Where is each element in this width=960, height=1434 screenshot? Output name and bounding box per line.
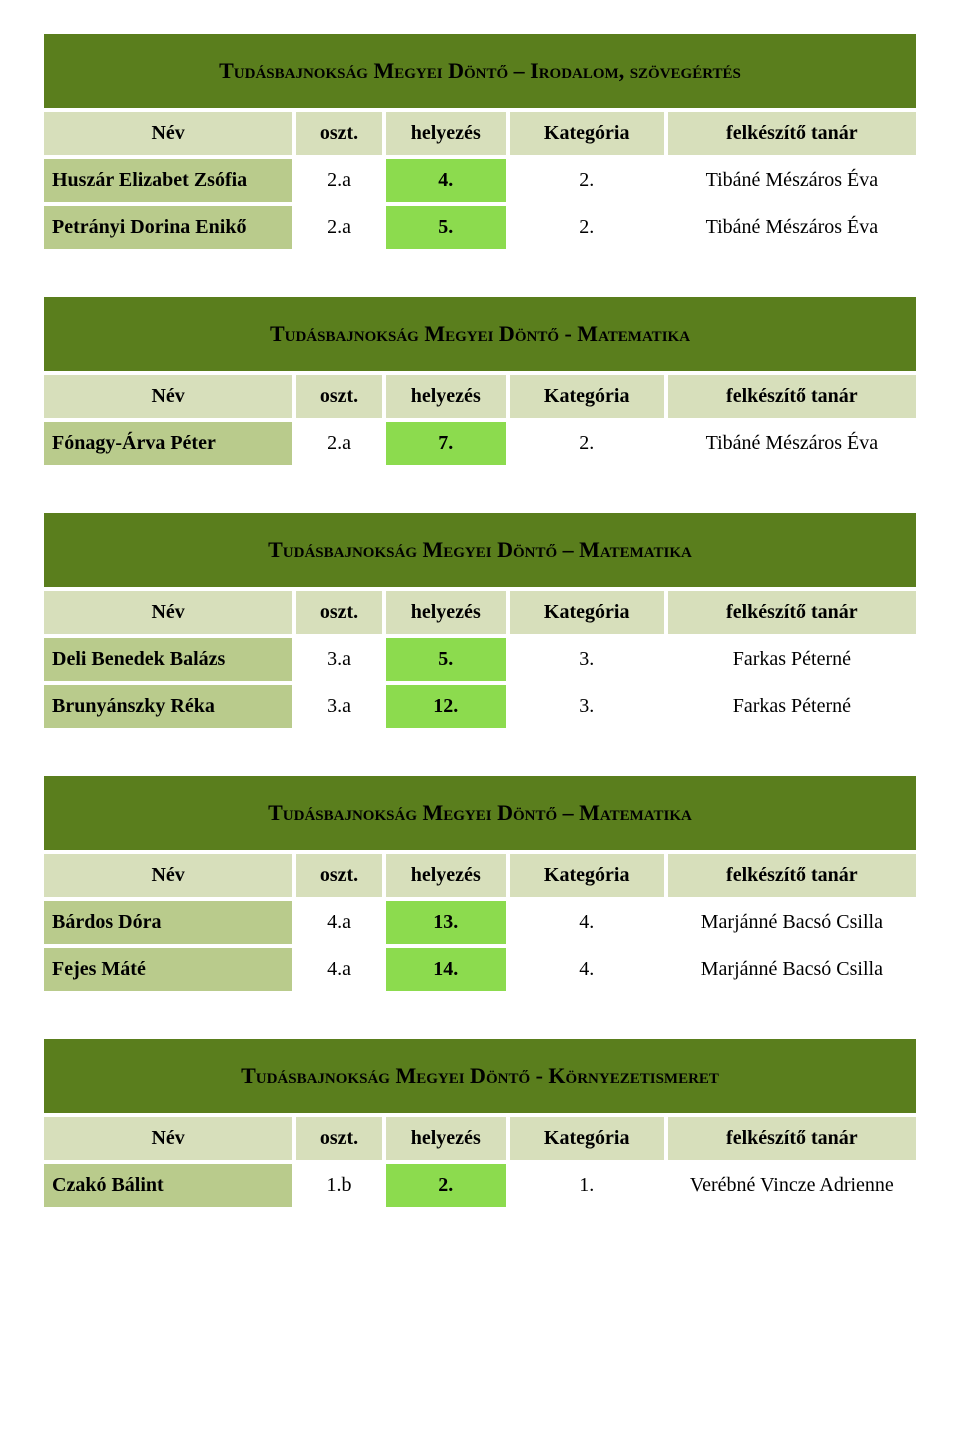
section-title-row: Tudásbajnokság Megyei Döntő – Irodalom, … [44,34,916,108]
results-section: Tudásbajnokság Megyei Döntő – Matematika… [40,772,920,995]
cell-teacher: Farkas Péterné [668,685,916,728]
col-header-placement: helyezés [386,854,506,897]
section-title: Tudásbajnokság Megyei Döntő – Matematika [44,513,916,587]
col-header-name: Név [44,854,292,897]
cell-name: Fónagy-Árva Péter [44,422,292,465]
results-section: Tudásbajnokság Megyei Döntő – Matematika… [40,509,920,732]
cell-category: 1. [510,1164,664,1207]
results-table: Tudásbajnokság Megyei Döntő – Irodalom, … [40,30,920,253]
cell-class: 4.a [296,901,382,944]
cell-category: 3. [510,685,664,728]
table-row: Fónagy-Árva Péter2.a7.2.Tibáné Mészáros … [44,422,916,465]
table-row: Czakó Bálint1.b2.1.Verébné Vincze Adrien… [44,1164,916,1207]
col-header-teacher: felkészítő tanár [668,112,916,155]
cell-class: 2.a [296,159,382,202]
cell-name: Brunyánszky Réka [44,685,292,728]
section-title: Tudásbajnokság Megyei Döntő - Matematika [44,297,916,371]
cell-class: 2.a [296,422,382,465]
col-header-class: oszt. [296,854,382,897]
col-header-placement: helyezés [386,1117,506,1160]
cell-name: Huszár Elizabet Zsófia [44,159,292,202]
cell-placement: 7. [386,422,506,465]
cell-category: 4. [510,948,664,991]
results-section: Tudásbajnokság Megyei Döntő - Környezeti… [40,1035,920,1211]
col-header-name: Név [44,112,292,155]
cell-class: 2.a [296,206,382,249]
cell-name: Petrányi Dorina Enikő [44,206,292,249]
results-section: Tudásbajnokság Megyei Döntő - Matematika… [40,293,920,469]
col-header-class: oszt. [296,112,382,155]
results-section: Tudásbajnokság Megyei Döntő – Irodalom, … [40,30,920,253]
col-header-placement: helyezés [386,591,506,634]
cell-category: 2. [510,159,664,202]
table-row: Deli Benedek Balázs3.a5.3.Farkas Péterné [44,638,916,681]
col-header-placement: helyezés [386,375,506,418]
cell-placement: 5. [386,206,506,249]
col-header-class: oszt. [296,1117,382,1160]
col-header-placement: helyezés [386,112,506,155]
results-table: Tudásbajnokság Megyei Döntő – Matematika… [40,509,920,732]
section-title-row: Tudásbajnokság Megyei Döntő – Matematika [44,776,916,850]
col-header-category: Kategória [510,112,664,155]
results-table: Tudásbajnokság Megyei Döntő – Matematika… [40,772,920,995]
section-title: Tudásbajnokság Megyei Döntő – Matematika [44,776,916,850]
cell-category: 3. [510,638,664,681]
col-header-class: oszt. [296,375,382,418]
table-row: Petrányi Dorina Enikő2.a5.2.Tibáné Mészá… [44,206,916,249]
section-title: Tudásbajnokság Megyei Döntő - Környezeti… [44,1039,916,1113]
table-row: Brunyánszky Réka3.a12.3.Farkas Péterné [44,685,916,728]
cell-class: 4.a [296,948,382,991]
col-header-category: Kategória [510,854,664,897]
cell-category: 2. [510,206,664,249]
col-header-teacher: felkészítő tanár [668,591,916,634]
results-table: Tudásbajnokság Megyei Döntő - Matematika… [40,293,920,469]
table-row: Fejes Máté4.a14.4.Marjánné Bacsó Csilla [44,948,916,991]
results-table: Tudásbajnokság Megyei Döntő - Környezeti… [40,1035,920,1211]
table-header-row: Névoszt.helyezésKategóriafelkészítő taná… [44,591,916,634]
cell-placement: 4. [386,159,506,202]
col-header-teacher: felkészítő tanár [668,1117,916,1160]
col-header-teacher: felkészítő tanár [668,375,916,418]
cell-teacher: Tibáné Mészáros Éva [668,422,916,465]
cell-teacher: Marjánné Bacsó Csilla [668,901,916,944]
cell-name: Bárdos Dóra [44,901,292,944]
col-header-name: Név [44,1117,292,1160]
cell-placement: 5. [386,638,506,681]
cell-placement: 14. [386,948,506,991]
section-title-row: Tudásbajnokság Megyei Döntő – Matematika [44,513,916,587]
cell-category: 2. [510,422,664,465]
page-container: Tudásbajnokság Megyei Döntő – Irodalom, … [40,30,920,1211]
cell-teacher: Farkas Péterné [668,638,916,681]
cell-category: 4. [510,901,664,944]
col-header-name: Név [44,591,292,634]
cell-class: 3.a [296,638,382,681]
cell-name: Fejes Máté [44,948,292,991]
cell-name: Deli Benedek Balázs [44,638,292,681]
col-header-category: Kategória [510,1117,664,1160]
cell-placement: 2. [386,1164,506,1207]
col-header-name: Név [44,375,292,418]
col-header-class: oszt. [296,591,382,634]
cell-teacher: Verébné Vincze Adrienne [668,1164,916,1207]
table-row: Bárdos Dóra4.a13.4.Marjánné Bacsó Csilla [44,901,916,944]
section-title-row: Tudásbajnokság Megyei Döntő - Matematika [44,297,916,371]
cell-placement: 13. [386,901,506,944]
cell-teacher: Tibáné Mészáros Éva [668,159,916,202]
col-header-category: Kategória [510,375,664,418]
cell-teacher: Marjánné Bacsó Csilla [668,948,916,991]
section-title-row: Tudásbajnokság Megyei Döntő - Környezeti… [44,1039,916,1113]
cell-name: Czakó Bálint [44,1164,292,1207]
table-header-row: Névoszt.helyezésKategóriafelkészítő taná… [44,1117,916,1160]
table-row: Huszár Elizabet Zsófia2.a4.2.Tibáné Mész… [44,159,916,202]
table-header-row: Névoszt.helyezésKategóriafelkészítő taná… [44,854,916,897]
section-title: Tudásbajnokság Megyei Döntő – Irodalom, … [44,34,916,108]
col-header-category: Kategória [510,591,664,634]
table-header-row: Névoszt.helyezésKategóriafelkészítő taná… [44,375,916,418]
col-header-teacher: felkészítő tanár [668,854,916,897]
table-header-row: Névoszt.helyezésKategóriafelkészítő taná… [44,112,916,155]
cell-placement: 12. [386,685,506,728]
cell-teacher: Tibáné Mészáros Éva [668,206,916,249]
cell-class: 1.b [296,1164,382,1207]
cell-class: 3.a [296,685,382,728]
